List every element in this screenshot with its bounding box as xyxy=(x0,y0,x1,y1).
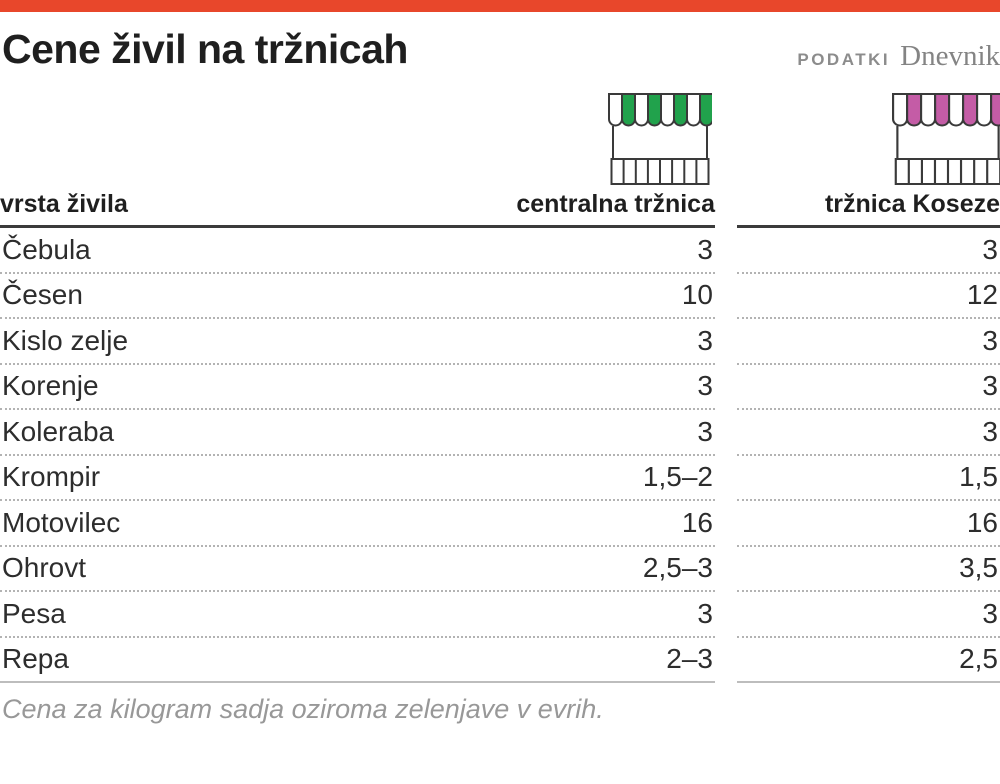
table-header-row: vrsta živila centralna tržnica tržnica K… xyxy=(0,186,1000,228)
price-central: 3 xyxy=(697,597,713,629)
table-row: Korenje 3 3 xyxy=(0,365,1000,410)
food-name: Krompir xyxy=(2,461,101,493)
price-central: 3 xyxy=(697,324,713,356)
price-koseze: 3 xyxy=(982,370,998,402)
page-title: Cene živil na tržnicah xyxy=(2,26,408,72)
market-stall-icon-koseze xyxy=(892,93,1000,185)
price-central: 1,5–2 xyxy=(642,461,713,493)
price-central: 2,5–3 xyxy=(642,552,713,584)
price-central: 3 xyxy=(697,415,713,447)
food-name: Repa xyxy=(2,643,69,675)
food-name: Česen xyxy=(2,279,83,311)
table-row: Ohrovt 2,5–3 3,5 xyxy=(0,547,1000,592)
food-name: Koleraba xyxy=(2,415,115,447)
food-name: Korenje xyxy=(2,370,99,402)
price-koseze: 1,5 xyxy=(959,461,998,493)
price-central: 3 xyxy=(697,233,713,265)
food-name: Čebula xyxy=(2,233,91,265)
food-name: Ohrovt xyxy=(2,552,87,584)
price-central: 3 xyxy=(697,370,713,402)
price-central: 2–3 xyxy=(666,643,713,675)
price-koseze: 3,5 xyxy=(959,552,998,584)
table-row: Česen 10 12 xyxy=(0,274,1000,319)
table-row: Koleraba 3 3 xyxy=(0,410,1000,456)
table-row: Motovilec 16 16 xyxy=(0,501,1000,547)
price-central: 10 xyxy=(681,279,713,311)
column-header-central: centralna tržnica xyxy=(516,190,715,218)
table-row: Kislo zelje 3 3 xyxy=(0,319,1000,365)
food-name: Motovilec xyxy=(2,506,121,538)
price-koseze: 3 xyxy=(982,233,998,265)
price-table: vrsta živila centralna tržnica tržnica K… xyxy=(0,186,1000,683)
column-header-koseze: tržnica Koseze xyxy=(824,190,1000,218)
price-koseze: 16 xyxy=(966,506,998,538)
market-stall-icon-central xyxy=(608,93,712,185)
food-name: Pesa xyxy=(2,597,66,629)
table-row: Krompir 1,5–2 1,5 xyxy=(0,456,1000,501)
price-central: 16 xyxy=(681,506,713,538)
price-koseze: 12 xyxy=(966,279,998,311)
brand-name: Dnevnik xyxy=(900,40,1000,72)
table-row: Čebula 3 3 xyxy=(0,228,1000,274)
price-koseze: 3 xyxy=(982,324,998,356)
footnote: Cena za kilogram sadja oziroma zelenjave… xyxy=(2,694,604,724)
top-accent-bar xyxy=(0,0,1000,12)
brand-logo: PODATKI Dnevnik xyxy=(797,40,1000,73)
price-koseze: 3 xyxy=(982,597,998,629)
table-body: Čebula 3 3 Česen 10 12 Kislo zelje 3 3 K… xyxy=(0,228,1000,683)
table-row: Repa 2–3 2,5 xyxy=(0,638,1000,683)
brand-kicker: PODATKI xyxy=(797,50,891,69)
column-header-food: vrsta živila xyxy=(0,190,128,218)
food-name: Kislo zelje xyxy=(2,324,129,356)
table-row: Pesa 3 3 xyxy=(0,592,1000,638)
price-koseze: 3 xyxy=(982,415,998,447)
price-koseze: 2,5 xyxy=(959,643,998,675)
